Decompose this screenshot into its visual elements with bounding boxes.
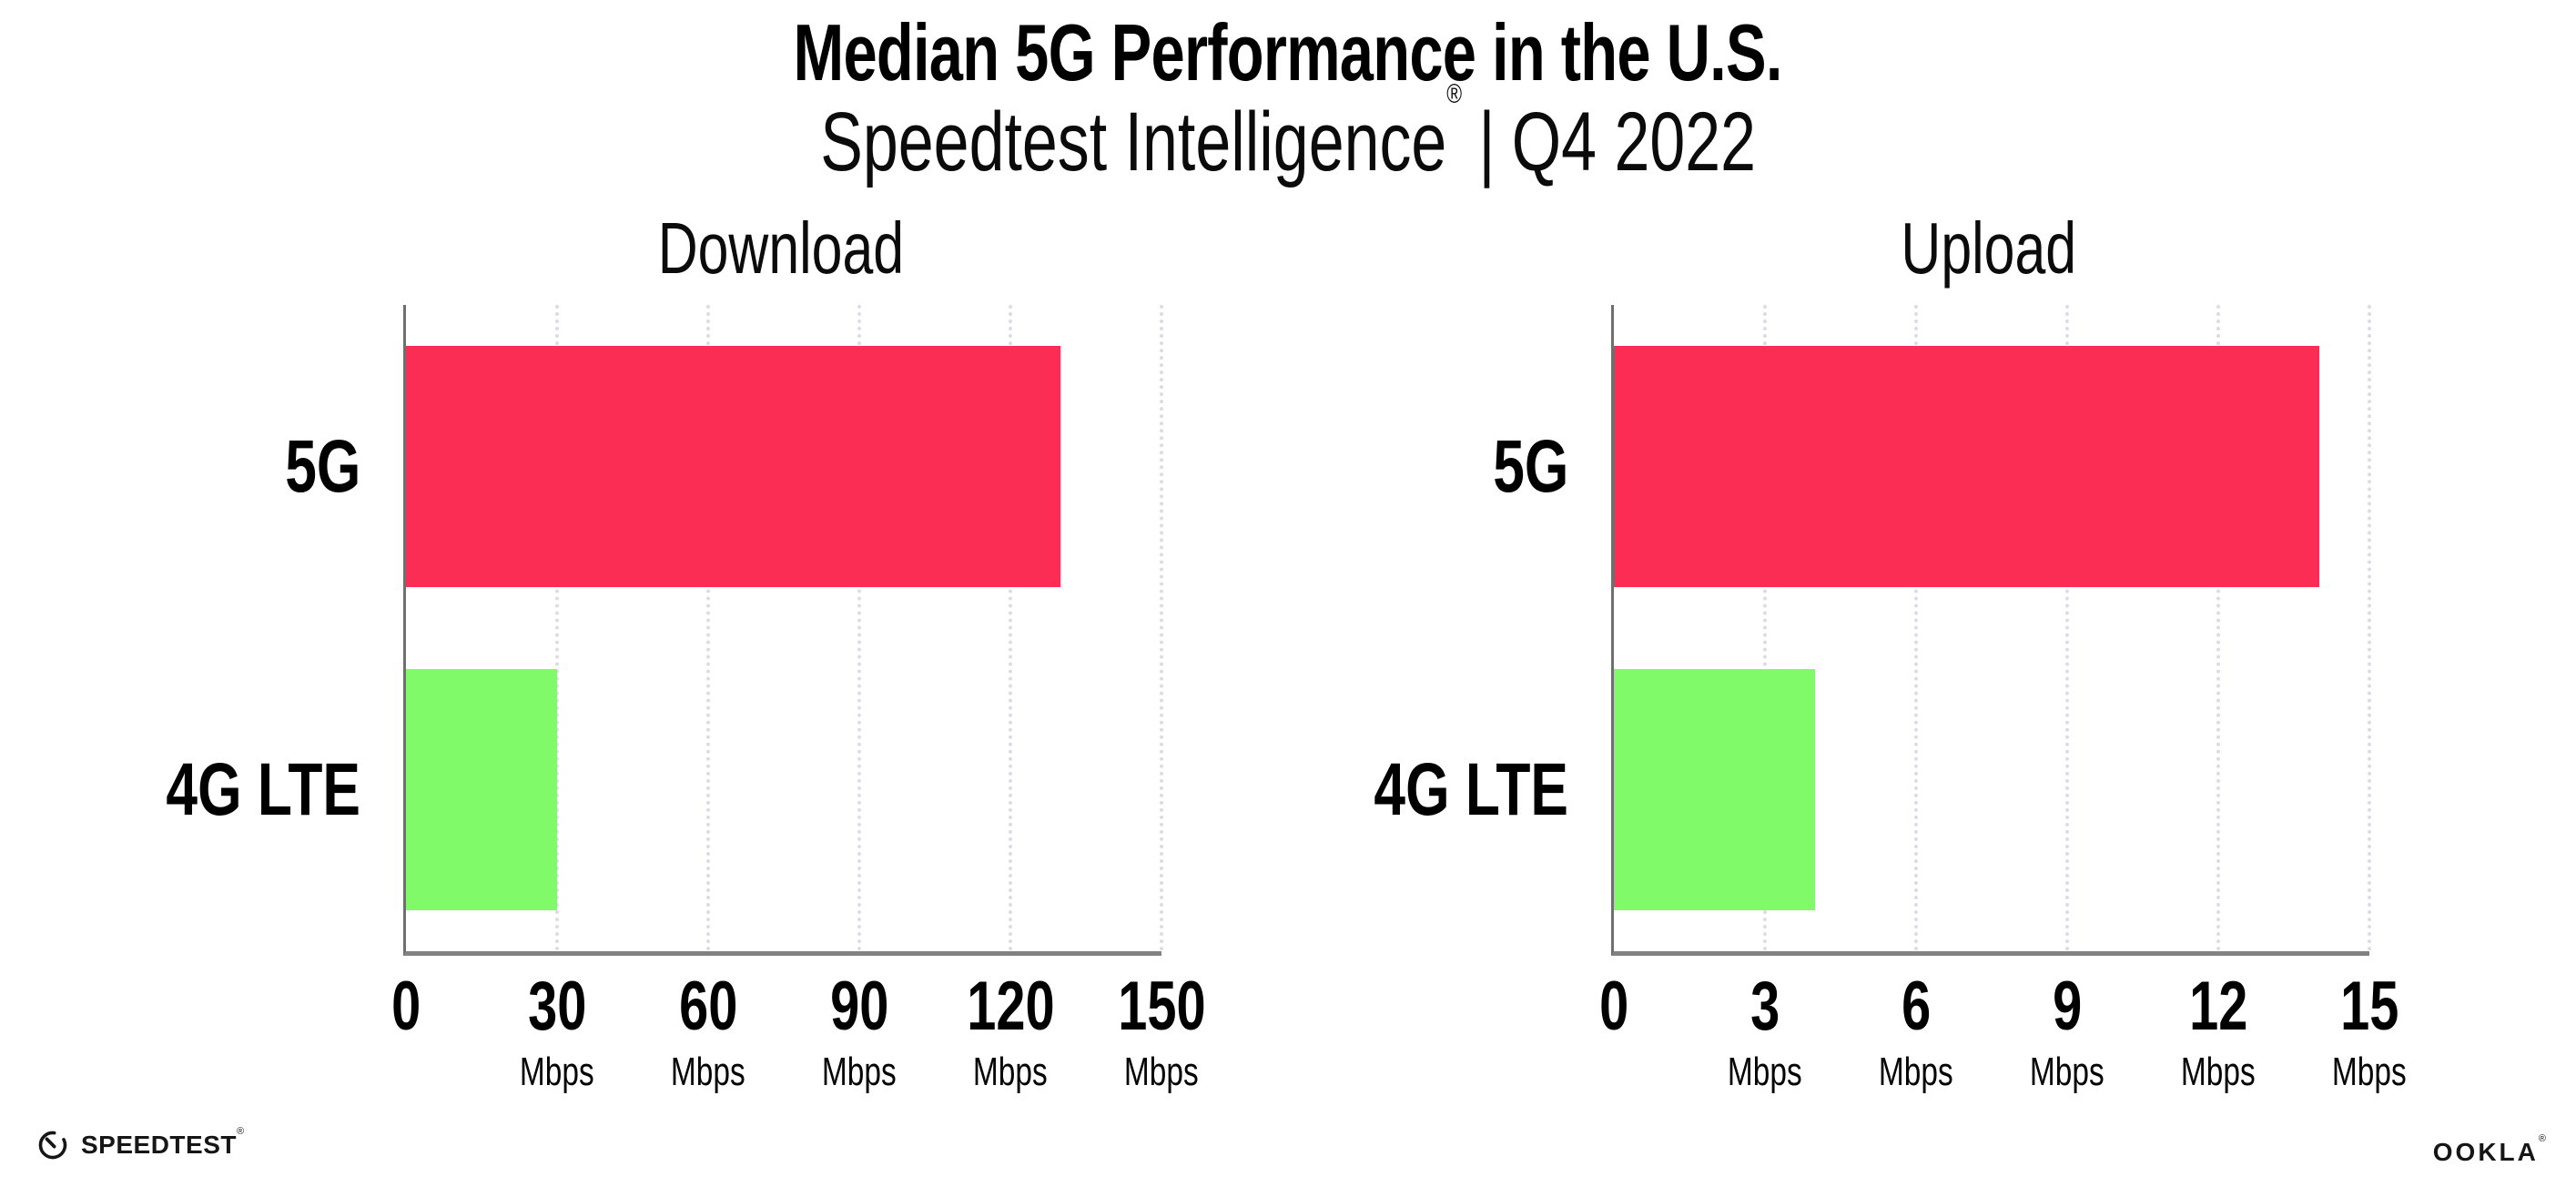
- category-label-text: 5G: [1492, 424, 1568, 508]
- tick-unit-label: Mbps: [2030, 1050, 2104, 1094]
- page-title-text: Median 5G Performance in the U.S.: [793, 7, 1783, 97]
- gridline-12: [2216, 305, 2220, 951]
- tick-unit-label: Mbps: [1124, 1050, 1199, 1094]
- gridline-150: [1160, 305, 1163, 951]
- page-subtitle-text: Speedtest Intelligence® | Q4 2022: [820, 80, 1756, 188]
- x-axis-tick-6: 6 Mbps: [1807, 972, 2025, 1092]
- speedtest-gauge-icon: [38, 1131, 67, 1160]
- category-label-5g: 5G: [1182, 424, 1568, 508]
- download-chart: Download 0 30 Mbps 60 Mbps 90 Mbps 120 Mbps 150 Mb…: [166, 212, 1205, 1092]
- bar-4g-lte: [406, 669, 557, 910]
- ookla-wordmark: OOKLA: [2432, 1138, 2539, 1166]
- tick-value: 60: [678, 968, 738, 1045]
- upload-chart-title: Upload: [1901, 208, 2077, 289]
- x-axis-tick-9: 9 Mbps: [1958, 972, 2176, 1092]
- tick-unit-label: Mbps: [1728, 1050, 1802, 1094]
- tick-value: 12: [2188, 968, 2248, 1045]
- category-label-text: 5G: [284, 424, 360, 508]
- bar-5g: [1614, 346, 2319, 587]
- tick-value: 6: [1901, 968, 1932, 1045]
- subtitle-period: Q4 2022: [1511, 96, 1756, 188]
- x-axis-tick-15: 15 Mbps: [2260, 972, 2479, 1092]
- x-axis-tick-90: 90 Mbps: [750, 972, 969, 1092]
- category-label-text: 4G LTE: [166, 747, 360, 831]
- tick-unit-label: Mbps: [1879, 1050, 1953, 1094]
- speedtest-logo: SPEEDTEST®: [36, 1125, 245, 1161]
- tick-value: 0: [1598, 968, 1629, 1045]
- gridline-30: [555, 305, 559, 951]
- category-label-5g: 5G: [0, 424, 360, 508]
- x-axis-tick-3: 3 Mbps: [1656, 972, 1874, 1092]
- upload-chart: Upload 0 3 Mbps 6 Mbps 9 Mbps 12 Mbps 15 Mbps 5G 4G …: [1374, 212, 2406, 1092]
- upload-plot-area: 0 3 Mbps 6 Mbps 9 Mbps 12 Mbps 15 Mbps 5G 4G LTE: [1374, 305, 2407, 1092]
- tick-unit-label: Mbps: [822, 1050, 897, 1094]
- tick-value: 3: [1749, 968, 1780, 1045]
- page-subtitle: Speedtest Intelligence® | Q4 2022: [0, 80, 2576, 188]
- gridline-6: [1914, 305, 1918, 951]
- tick-unit-label: Mbps: [2181, 1050, 2256, 1094]
- tick-unit-label: Mbps: [520, 1050, 594, 1094]
- tick-unit-label: Mbps: [973, 1050, 1048, 1094]
- tick-value: 9: [2052, 968, 2083, 1045]
- category-label-text: 4G LTE: [1374, 747, 1568, 831]
- tick-unit-label: Mbps: [2332, 1050, 2407, 1094]
- tick-value: 0: [390, 968, 421, 1045]
- bar-5g: [406, 346, 1061, 587]
- bar-4g-lte: [1614, 669, 1816, 910]
- tick-value: 120: [966, 968, 1055, 1045]
- subtitle-brand: Speedtest Intelligence: [820, 96, 1447, 188]
- page-title: Median 5G Performance in the U.S.: [0, 7, 2576, 97]
- tick-value: 15: [2339, 968, 2399, 1045]
- ookla-logo: OOKLA®: [2432, 1133, 2546, 1167]
- x-axis-tick-60: 60 Mbps: [599, 972, 817, 1092]
- gridline-60: [706, 305, 710, 951]
- x-axis-tick-150: 150 Mbps: [1052, 972, 1271, 1092]
- download-plot-area: 0 30 Mbps 60 Mbps 90 Mbps 120 Mbps 150 Mbps 5G 4G LT…: [166, 305, 1205, 1092]
- x-axis-tick-12: 12 Mbps: [2109, 972, 2328, 1092]
- category-label-4g-lte: 4G LTE: [0, 747, 360, 831]
- tick-unit-label: Mbps: [671, 1050, 745, 1094]
- x-axis-tick-30: 30 Mbps: [448, 972, 666, 1092]
- download-chart-title: Download: [657, 208, 905, 289]
- tick-value: 30: [527, 968, 587, 1045]
- ookla-trademark-icon: ®: [2538, 1132, 2546, 1144]
- x-axis-tick-0: 0: [1505, 972, 1723, 1041]
- tick-value: 90: [829, 968, 889, 1045]
- gridline-120: [1009, 305, 1012, 951]
- gridline-15: [2368, 305, 2371, 951]
- speedtest-wordmark: SPEEDTEST®: [81, 1125, 245, 1159]
- tick-value: 150: [1117, 968, 1206, 1045]
- registered-mark-icon: ®: [1446, 79, 1462, 110]
- gridline-3: [1763, 305, 1767, 951]
- subtitle-separator: |: [1478, 96, 1496, 188]
- x-axis-tick-0: 0: [297, 972, 515, 1041]
- gridline-90: [857, 305, 861, 951]
- gridline-9: [2065, 305, 2069, 951]
- x-axis-tick-120: 120 Mbps: [901, 972, 1120, 1092]
- category-label-4g-lte: 4G LTE: [1182, 747, 1568, 831]
- speedtest-trademark-icon: ®: [236, 1125, 245, 1137]
